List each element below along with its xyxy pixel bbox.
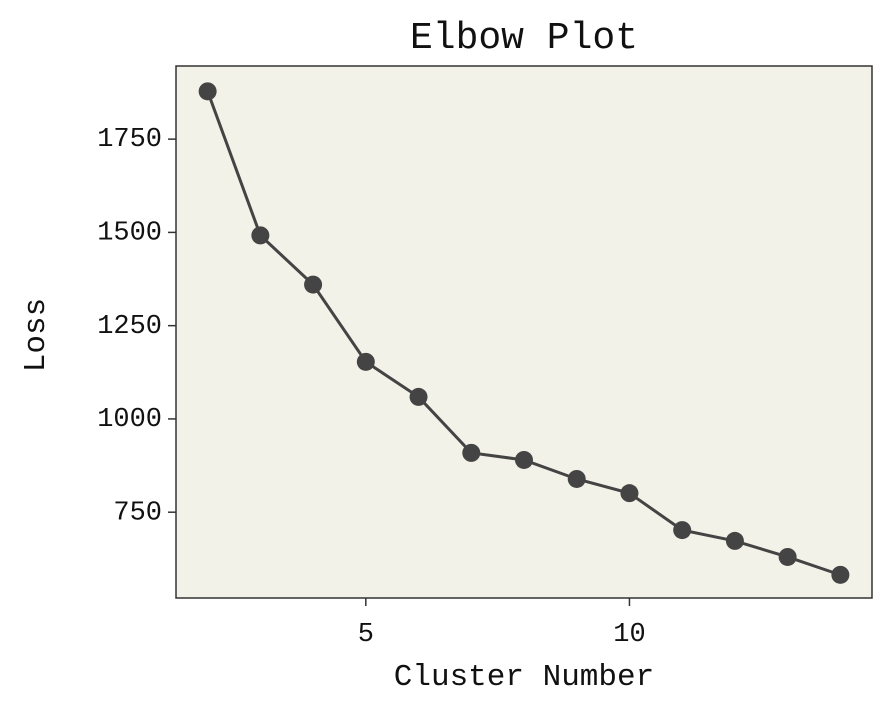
x-tick-label: 5 bbox=[358, 620, 374, 650]
point bbox=[515, 450, 533, 469]
point bbox=[304, 275, 323, 294]
y-tick-label: 750 bbox=[113, 498, 162, 528]
point bbox=[725, 531, 744, 550]
y-axis-label: Loss bbox=[19, 298, 54, 372]
plot-area bbox=[176, 66, 872, 598]
point bbox=[831, 565, 850, 584]
y-tick-label: 1500 bbox=[97, 219, 162, 249]
y-tick-label: 1000 bbox=[97, 405, 162, 435]
x-axis-label: Cluster Number bbox=[394, 660, 654, 695]
point bbox=[198, 82, 217, 101]
point bbox=[778, 547, 797, 566]
point bbox=[356, 352, 375, 371]
x-tick-label: 10 bbox=[613, 620, 645, 650]
chart-title: Elbow Plot bbox=[410, 17, 638, 60]
y-tick-label: 1750 bbox=[97, 125, 162, 155]
point bbox=[462, 443, 481, 462]
point bbox=[673, 521, 692, 540]
y-tick-label: 1250 bbox=[97, 312, 162, 342]
point bbox=[409, 387, 428, 406]
point bbox=[567, 469, 586, 488]
point bbox=[620, 484, 639, 503]
plot-frame bbox=[175, 65, 873, 599]
point bbox=[251, 226, 270, 245]
